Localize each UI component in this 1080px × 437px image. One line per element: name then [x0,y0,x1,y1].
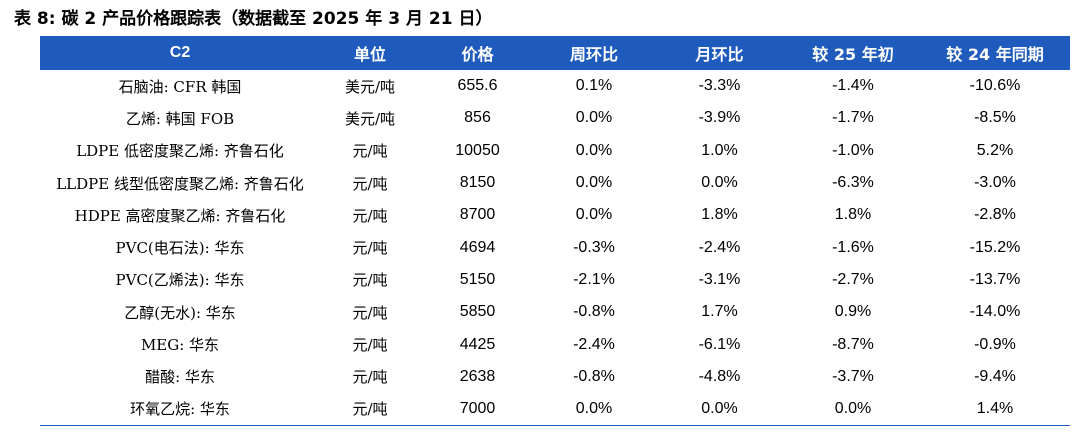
yoy-change-cell: -9.4% [974,367,1016,385]
table-row: 环氧乙烷: 华东 元/吨 7000 0.0% 0.0% 0.0% 1.4% [40,392,1070,426]
price-cell: 8700 [459,206,496,224]
price-cell: 5850 [459,303,496,321]
product-name-cell: 石脑油: CFR 韩国 [118,77,242,96]
header-mom: 月环比 [695,45,744,64]
yoy-change-cell: -0.9% [974,335,1016,353]
unit-cell: 元/吨 [352,336,388,355]
ytd-change-cell: 0.0% [786,392,920,426]
header-row: C2 单位 价格 周环比 月环比 较 25 年初 较 24 年同期 [40,36,1070,70]
wow-change-cell: -0.3% [573,238,615,256]
wow-change-cell: -2.4% [573,335,615,353]
header-price: 价格 [461,45,494,64]
yoy-change-cell: 5.2% [976,141,1014,159]
ytd-change-cell: -3.7% [832,367,874,385]
header-yoy: 较 24 年同期 [946,45,1044,64]
unit-cell: 元/吨 [352,368,388,387]
mom-change-cell: 1.8% [701,206,738,224]
ytd-change-cell: -1.4% [832,77,874,95]
table-row: 醋酸: 华东 元/吨 2638 -0.8% -4.8% -3.7% -9.4% [40,361,1070,393]
table-row: PVC(乙烯法): 华东 元/吨 5150 -2.1% -3.1% -2.7% -13.7% [40,264,1070,296]
yoy-change-cell: -13.7% [969,270,1021,288]
price-cell: 2638 [459,367,496,385]
table-caption: 表 8: 碳 2 产品价格跟踪表（数据截至 2025 年 3 月 21 日） [14,9,493,29]
unit-cell: 元/吨 [352,271,388,290]
mom-change-cell: 1.0% [701,141,738,159]
ytd-change-cell: -1.0% [832,141,874,159]
ytd-change-cell: 0.9% [834,303,872,321]
mom-change-cell: -3.3% [698,77,741,95]
yoy-change-cell: -2.8% [974,206,1016,224]
unit-cell: 元/吨 [352,174,388,193]
product-name-cell: PVC(乙烯法): 华东 [115,271,245,290]
mom-change-cell: -4.8% [698,367,741,385]
mom-change-cell: -6.1% [698,335,741,353]
ytd-change-cell: -8.7% [832,335,874,353]
product-name-cell: PVC(电石法): 华东 [115,239,245,258]
ytd-change-cell: -1.6% [832,238,874,256]
wow-change-cell: 0.0% [535,392,653,426]
yoy-change-cell: -8.5% [974,109,1016,127]
header-product: C2 [169,44,191,61]
price-cell: 5150 [459,270,496,288]
unit-cell: 元/吨 [320,392,420,426]
table-row: PVC(电石法): 华东 元/吨 4694 -0.3% -2.4% -1.6% -15.2% [40,231,1070,263]
price-cell: 10050 [455,141,500,159]
table-row: LLDPE 线型低密度聚乙烯: 齐鲁石化 元/吨 8150 0.0% 0.0% -6.3%… [40,167,1070,199]
table-row: LDPE 低密度聚乙烯: 齐鲁石化 元/吨 10050 0.0% 1.0% -1.0% 5.… [40,135,1070,167]
product-name-cell: LDPE 低密度聚乙烯: 齐鲁石化 [76,142,284,161]
header-unit: 单位 [353,45,386,64]
table-row: 乙醇(无水): 华东 元/吨 5850 -0.8% 1.7% 0.9% -14.0% [40,296,1070,328]
wow-change-cell: -2.1% [573,270,615,288]
mom-change-cell: 1.7% [701,303,738,321]
product-name-cell: 醋酸: 华东 [145,368,215,387]
ytd-change-cell: 1.8% [834,206,872,224]
product-name-cell: 乙烯: 韩国 FOB [125,109,235,128]
price-cell: 655.6 [457,77,498,95]
mom-change-cell: -3.9% [698,109,741,127]
price-cell: 7000 [420,392,535,426]
unit-cell: 元/吨 [352,303,388,322]
wow-change-cell: 0.0% [575,174,613,192]
wow-change-cell: -0.8% [573,303,615,321]
price-cell: 856 [464,109,491,127]
price-cell: 4425 [459,335,496,353]
yoy-change-cell: -3.0% [974,174,1016,192]
wow-change-cell: 0.0% [575,206,613,224]
wow-change-cell: -0.8% [573,367,615,385]
price-table: C2 单位 价格 周环比 月环比 较 25 年初 较 24 年同期 石脑油: C… [40,36,1070,426]
header-ytd: 较 25 年初 [812,45,894,64]
yoy-change-cell: -15.2% [969,238,1021,256]
product-name-cell: 环氧乙烷: 华东 [40,392,320,426]
unit-cell: 元/吨 [352,142,388,161]
table-row: 石脑油: CFR 韩国 美元/吨 655.6 0.1% -3.3% -1.4% -10.6% [40,70,1070,102]
unit-cell: 美元/吨 [344,77,396,96]
product-name-cell: MEG: 华东 [140,336,220,355]
mom-change-cell: -2.4% [698,238,741,256]
mom-change-cell: 0.0% [701,174,738,192]
price-cell: 8150 [459,174,496,192]
unit-cell: 元/吨 [352,239,388,258]
mom-change-cell: -3.1% [698,270,741,288]
yoy-change-cell: 1.4% [920,392,1070,426]
ytd-change-cell: -2.7% [832,270,874,288]
table-row: MEG: 华东 元/吨 4425 -2.4% -6.1% -8.7% -0.9% [40,328,1070,360]
table-row: 乙烯: 韩国 FOB 美元/吨 856 0.0% -3.9% -1.7% -8.5% [40,102,1070,134]
wow-change-cell: 0.1% [575,77,613,95]
product-name-cell: LLDPE 线型低密度聚乙烯: 齐鲁石化 [56,174,304,193]
unit-cell: 美元/吨 [344,109,396,128]
price-cell: 4694 [459,238,496,256]
table-body: 石脑油: CFR 韩国 美元/吨 655.6 0.1% -3.3% -1.4% -10.6%… [40,70,1070,426]
wow-change-cell: 0.0% [575,109,613,127]
wow-change-cell: 0.0% [575,141,613,159]
header-wow: 周环比 [569,45,618,64]
product-name-cell: 乙醇(无水): 华东 [124,303,236,322]
table-row: HDPE 高密度聚乙烯: 齐鲁石化 元/吨 8700 0.0% 1.8% 1.8% -2.8… [40,199,1070,231]
yoy-change-cell: -14.0% [969,303,1021,321]
product-name-cell: HDPE 高密度聚乙烯: 齐鲁石化 [74,206,286,225]
ytd-change-cell: -6.3% [832,174,874,192]
ytd-change-cell: -1.7% [832,109,874,127]
mom-change-cell: 0.0% [653,392,786,426]
unit-cell: 元/吨 [352,206,388,225]
yoy-change-cell: -10.6% [969,77,1021,95]
